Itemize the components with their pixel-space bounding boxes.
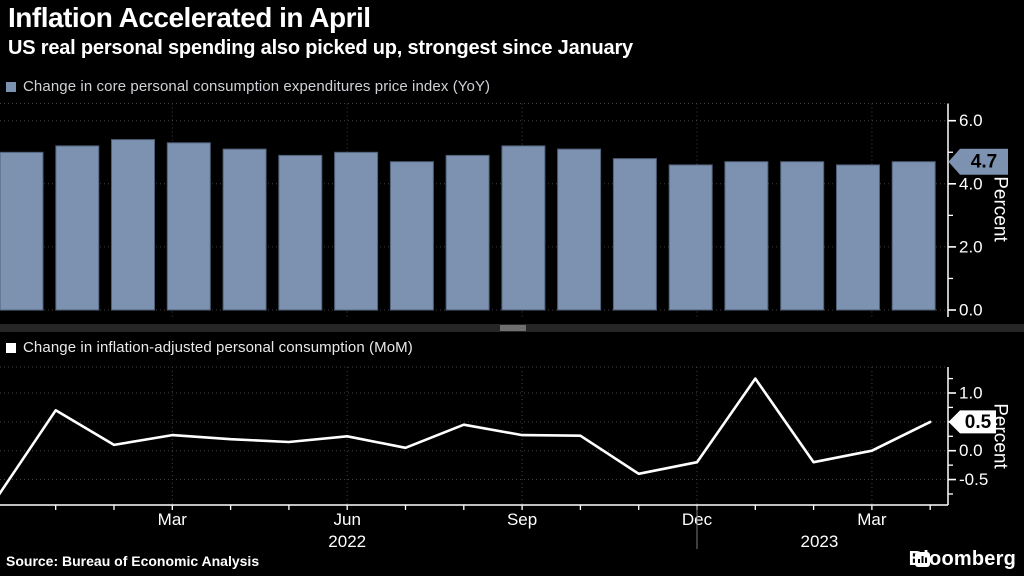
real-spending-line-chart: 1.00.50.0-0.50.5PercentMarJunSepDecMar20… bbox=[0, 366, 1011, 551]
x-axis-label: Mar bbox=[857, 510, 887, 529]
y-axis-unit-label: Percent bbox=[990, 176, 1011, 242]
bar bbox=[55, 145, 100, 311]
source-note: Source: Bureau of Economic Analysis bbox=[6, 553, 260, 569]
bloomberg-logo: Bloomberg bbox=[909, 548, 1016, 571]
bar bbox=[780, 161, 825, 311]
bar bbox=[724, 161, 769, 311]
bar bbox=[612, 158, 657, 311]
bar bbox=[836, 164, 880, 311]
legend-swatch-bar-series bbox=[6, 81, 16, 92]
y-axis-label: 4.0 bbox=[959, 174, 983, 193]
bar bbox=[278, 154, 323, 311]
bloomberg-terminal-icon bbox=[914, 552, 930, 567]
last-value-badge-text: 0.5 bbox=[965, 412, 992, 433]
x-axis-year-label: 2023 bbox=[801, 532, 839, 551]
x-axis-label: Jun bbox=[333, 510, 360, 529]
page-title: Inflation Accelerated in April bbox=[8, 2, 371, 33]
bar bbox=[557, 148, 602, 311]
legend-personal-consumption: Change in inflation-adjusted personal co… bbox=[6, 339, 413, 356]
bar bbox=[389, 161, 434, 311]
y-axis-unit-label: Percent bbox=[990, 403, 1011, 469]
bar bbox=[111, 139, 155, 311]
last-value-badge-text: 4.7 bbox=[971, 152, 997, 173]
bar bbox=[445, 154, 490, 311]
bar bbox=[891, 161, 936, 311]
y-axis-label: 6.0 bbox=[959, 111, 983, 130]
scrollbar-thumb[interactable] bbox=[500, 325, 526, 331]
legend-label-line-series: Change in inflation-adjusted personal co… bbox=[23, 339, 413, 356]
y-axis-label: 1.0 bbox=[959, 384, 983, 403]
y-axis-label: -0.5 bbox=[959, 470, 988, 489]
last-value-badge bbox=[948, 410, 996, 434]
bar bbox=[166, 142, 211, 311]
bar bbox=[0, 151, 44, 311]
x-axis-label: Mar bbox=[158, 510, 188, 529]
bar bbox=[222, 148, 267, 311]
y-axis-label: 2.0 bbox=[959, 237, 983, 256]
line-series bbox=[0, 377, 932, 496]
bloomberg-wordmark: Bloomberg bbox=[908, 548, 1016, 570]
bar bbox=[334, 151, 379, 311]
core-pce-bar-chart: 0.0 2.0 4.0 6.0 4.7 Percent bbox=[0, 103, 1011, 320]
panel-divider-scrollbar[interactable] bbox=[0, 324, 1024, 332]
bar bbox=[501, 145, 546, 311]
page-subtitle: US real personal spending also picked up… bbox=[8, 37, 633, 59]
y-axis-label: 0.0 bbox=[959, 301, 983, 320]
x-axis-label: Sep bbox=[507, 510, 537, 529]
last-value-badge bbox=[948, 148, 1008, 175]
x-axis-year-label: 2022 bbox=[328, 532, 366, 551]
legend-swatch-line-series bbox=[6, 342, 16, 353]
legend-label-bar-series: Change in core personal consumption expe… bbox=[23, 78, 491, 95]
bar bbox=[668, 164, 713, 311]
legend-core-pce: Change in core personal consumption expe… bbox=[6, 78, 490, 95]
y-axis-label: 0.0 bbox=[959, 441, 983, 460]
